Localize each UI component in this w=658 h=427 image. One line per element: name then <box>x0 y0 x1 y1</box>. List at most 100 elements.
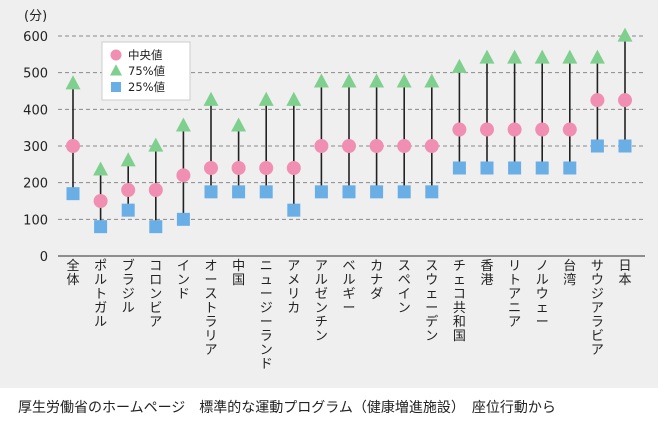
q75-point-2 <box>120 152 136 167</box>
q25-point-6 <box>232 185 246 199</box>
q25-point-8 <box>287 203 301 217</box>
x-category-label-10: ベルギー <box>342 259 355 316</box>
q75-point-3 <box>148 137 164 152</box>
legend-median-marker <box>110 49 122 61</box>
y-tick-label-300: 300 <box>23 140 48 155</box>
y-tick-label-500: 500 <box>23 67 48 82</box>
median-point-8 <box>286 161 301 175</box>
median-point-9 <box>314 139 329 153</box>
q75-point-11 <box>369 73 385 88</box>
x-category-label-7: ニュージーランド <box>260 259 273 372</box>
median-point-11 <box>369 139 384 153</box>
q75-point-5 <box>203 91 219 106</box>
median-point-18 <box>562 122 577 137</box>
q25-point-3 <box>149 220 163 234</box>
x-category-label-13: スウェーデン <box>425 259 438 344</box>
median-point-13 <box>424 139 439 153</box>
q75-point-0 <box>65 75 81 90</box>
median-point-1 <box>93 194 108 208</box>
y-tick-label-200: 200 <box>23 177 48 192</box>
q75-point-13 <box>424 73 440 88</box>
x-category-label-2: ブラジル <box>122 258 135 316</box>
x-category-label-19: サウジアラビア <box>591 259 604 358</box>
median-point-5 <box>204 161 218 175</box>
x-category-label-18: 台湾 <box>563 259 576 288</box>
q75-point-4 <box>175 117 191 132</box>
q75-point-8 <box>286 91 302 106</box>
q25-point-7 <box>259 185 273 199</box>
y-tick-label-400: 400 <box>23 103 48 118</box>
q75-point-10 <box>341 73 357 88</box>
q25-point-1 <box>94 220 108 234</box>
median-point-15 <box>480 122 494 137</box>
q25-point-18 <box>563 161 577 175</box>
x-category-label-15: 香港 <box>480 259 493 288</box>
median-point-10 <box>342 139 356 153</box>
q75-point-6 <box>231 117 247 132</box>
median-point-16 <box>507 122 522 137</box>
chart-panel: (分) 0 100 200 300 400 500 600 全体 ポルトガル ブラジル コロンビア イン… <box>0 0 658 388</box>
y-unit-label: (分) <box>24 9 47 24</box>
q25-point-0 <box>66 187 80 201</box>
q25-point-4 <box>176 212 190 226</box>
x-category-label-8: アメリカ <box>287 259 300 316</box>
x-category-label-14: チェコ共和国 <box>453 259 466 344</box>
y-tick-label-0: 0 <box>40 250 48 265</box>
median-point-17 <box>535 122 550 137</box>
q75-point-16 <box>507 49 523 64</box>
q25-point-15 <box>480 161 494 175</box>
legend-median-label: 中央値 <box>128 48 163 62</box>
q25-point-19 <box>590 139 604 153</box>
q75-point-12 <box>396 73 412 88</box>
y-tick-label-600: 600 <box>23 30 48 45</box>
median-point-20 <box>618 93 632 108</box>
median-point-6 <box>231 161 246 175</box>
q75-point-18 <box>562 49 578 64</box>
q25-point-11 <box>370 185 384 199</box>
median-point-7 <box>259 161 274 175</box>
median-point-12 <box>397 139 412 153</box>
median-point-0 <box>66 139 80 153</box>
q75-point-19 <box>589 49 605 64</box>
q75-point-14 <box>451 58 467 73</box>
q25-point-20 <box>618 139 632 153</box>
median-point-3 <box>148 183 163 197</box>
q25-point-14 <box>452 161 466 175</box>
x-category-label-12: スペイン <box>398 259 411 316</box>
legend-q75-marker <box>110 64 122 76</box>
q75-point-1 <box>93 161 109 176</box>
x-category-label-5: オーストラリア <box>204 259 217 358</box>
x-category-label-20: 日本 <box>618 259 631 288</box>
q25-point-10 <box>342 185 356 199</box>
x-category-label-3: コロンビア <box>149 259 162 330</box>
median-point-19 <box>590 93 605 108</box>
x-category-label-16: リトアニア <box>508 259 521 330</box>
x-category-label-17: ノルウェー <box>536 259 549 330</box>
median-point-14 <box>452 122 467 137</box>
q75-point-17 <box>534 49 550 64</box>
x-category-label-11: カナダ <box>370 259 383 302</box>
legend-q25-label: 25%値 <box>128 80 166 94</box>
q25-point-12 <box>397 185 411 199</box>
source-caption: 厚生労働省のホームページ 標準的な運動プログラム（健康増進施設） 座位行動から <box>18 400 556 416</box>
legend-q75-label: 75%値 <box>128 64 166 78</box>
x-category-label-9: アルゼンチン <box>315 259 328 344</box>
q25-point-2 <box>121 203 135 217</box>
chart-svg: (分) 0 100 200 300 400 500 600 全体 ポルトガル ブラジル コロンビア イン… <box>23 9 645 372</box>
median-point-2 <box>121 183 136 197</box>
q75-point-7 <box>258 91 274 106</box>
x-category-label-6: 中国 <box>232 259 245 288</box>
q25-point-5 <box>204 185 218 199</box>
q75-point-20 <box>617 27 633 42</box>
x-category-label-4: インド <box>177 259 190 302</box>
x-category-label-0: 全体 <box>66 258 79 288</box>
q75-point-9 <box>313 73 329 88</box>
median-point-4 <box>176 168 191 183</box>
q25-point-13 <box>425 185 439 199</box>
q75-point-15 <box>479 49 495 64</box>
q25-point-9 <box>314 185 328 199</box>
x-category-label-1: ポルトガル <box>94 259 107 330</box>
legend-q25-marker <box>111 82 121 92</box>
q25-point-17 <box>535 161 549 175</box>
q25-point-16 <box>508 161 522 175</box>
